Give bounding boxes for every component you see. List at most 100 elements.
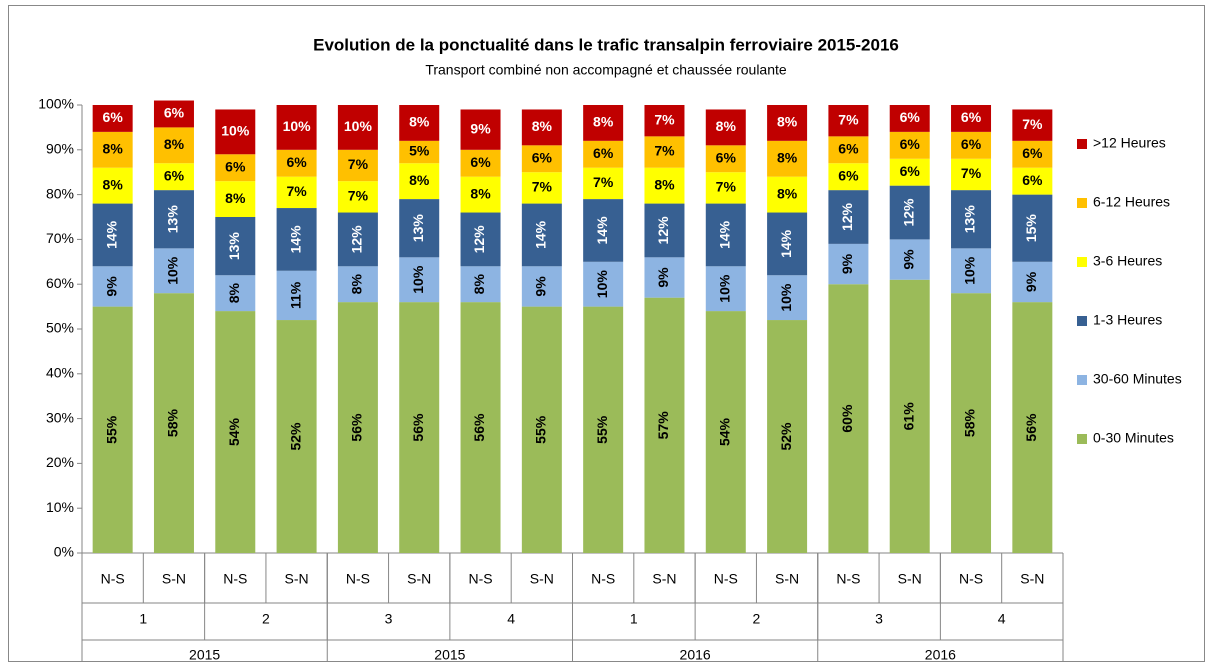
data-label: 6% <box>900 136 921 152</box>
data-label: 7% <box>654 111 675 127</box>
bar-segment <box>767 105 808 141</box>
data-label: 8% <box>103 141 124 157</box>
x-tick-label: N-S <box>346 571 370 587</box>
bar-segment <box>215 181 256 217</box>
bar-segment <box>337 149 378 182</box>
bar-segment <box>889 279 930 553</box>
data-label: 6% <box>164 167 185 183</box>
bar-segment <box>951 131 992 159</box>
bar-segment <box>276 320 317 553</box>
data-label: 10% <box>165 256 181 285</box>
data-label: 60% <box>839 404 855 433</box>
data-label: 8% <box>164 136 185 152</box>
data-label: 14% <box>716 220 732 249</box>
bar-segment <box>889 239 930 280</box>
data-label: 13% <box>410 214 426 243</box>
bar-segment <box>215 217 256 276</box>
data-label: 6% <box>900 109 921 125</box>
data-label: 9% <box>900 249 916 270</box>
data-label: 12% <box>471 225 487 254</box>
bar-segment <box>767 140 808 177</box>
legend-swatch <box>1077 198 1087 208</box>
legend-label: 30-60 Minutes <box>1093 371 1182 387</box>
bar-segment <box>644 167 685 204</box>
legend-label: 1-3 Heures <box>1093 312 1162 328</box>
bar-segment <box>215 275 256 312</box>
bar-segment <box>767 212 808 276</box>
data-label: 6% <box>164 105 185 121</box>
data-label: 9% <box>655 267 671 288</box>
data-label: 7% <box>532 179 553 195</box>
data-label: 6% <box>961 109 982 125</box>
bar-segment <box>399 163 440 200</box>
y-tick-label: 50% <box>46 320 74 336</box>
bar-segment <box>399 302 440 553</box>
data-label: 6% <box>593 145 614 161</box>
bar-segment <box>828 284 869 553</box>
x-tick-label: 2016 <box>925 647 956 663</box>
legend-label: 0-30 Minutes <box>1093 430 1174 446</box>
bar-segment <box>215 109 256 155</box>
bar-segment <box>1012 302 1053 553</box>
data-label: 7% <box>593 174 614 190</box>
y-tick-label: 60% <box>46 275 74 291</box>
data-label: 6% <box>225 158 246 174</box>
data-label: 57% <box>655 411 671 440</box>
bar-segment <box>521 145 562 173</box>
bar-segment <box>828 243 869 285</box>
x-tick-label: S-N <box>407 571 431 587</box>
legend-label: >12 Heures <box>1093 135 1166 151</box>
bar-segment <box>583 167 624 200</box>
bar-segment <box>399 140 440 164</box>
data-label: 6% <box>961 136 982 152</box>
data-label: 14% <box>287 225 303 254</box>
bar-segment <box>951 248 992 294</box>
data-label: 13% <box>165 205 181 234</box>
data-label: 8% <box>470 185 491 201</box>
x-tick-label: S-N <box>285 571 309 587</box>
data-label: 8% <box>777 149 798 165</box>
data-label: 12% <box>349 225 365 254</box>
bar-segment <box>644 136 685 168</box>
data-label: 14% <box>533 220 549 249</box>
bar-segment <box>644 297 685 553</box>
data-label: 6% <box>103 109 124 125</box>
data-label: 12% <box>839 202 855 231</box>
bar-segment <box>521 109 562 146</box>
bar-segment <box>767 320 808 553</box>
bar-segment <box>1012 194 1053 262</box>
bar-segment <box>521 306 562 553</box>
data-label: 7% <box>1022 116 1043 132</box>
y-tick-label: 20% <box>46 454 74 470</box>
data-label: 8% <box>593 114 614 130</box>
y-tick-label: 90% <box>46 141 74 157</box>
bar-segment <box>705 311 746 553</box>
data-label: 54% <box>226 417 242 446</box>
data-label: 7% <box>961 165 982 181</box>
bar-segment <box>460 212 501 267</box>
y-tick-label: 30% <box>46 409 74 425</box>
bar-segment <box>153 190 194 249</box>
bar-segment <box>705 145 746 173</box>
chart-subtitle: Transport combiné non accompagné et chau… <box>425 62 787 78</box>
data-label: 10% <box>962 256 978 285</box>
bar-segment <box>337 266 378 303</box>
bar-segment <box>153 127 194 164</box>
bar-segment <box>951 158 992 191</box>
data-label: 8% <box>103 176 124 192</box>
x-tick-label: 2 <box>753 611 761 627</box>
bar-segment <box>583 105 624 141</box>
bar-segment <box>153 100 194 128</box>
bar-segment <box>705 266 746 312</box>
bar-segment <box>337 181 378 213</box>
data-label: 10% <box>716 274 732 303</box>
y-tick-label: 10% <box>46 499 74 515</box>
x-tick-label: N-S <box>959 571 983 587</box>
data-label: 8% <box>716 118 737 134</box>
data-label: 55% <box>103 415 119 444</box>
data-label: 10% <box>778 283 794 312</box>
data-label: 56% <box>410 413 426 442</box>
bar-segment <box>521 172 562 204</box>
